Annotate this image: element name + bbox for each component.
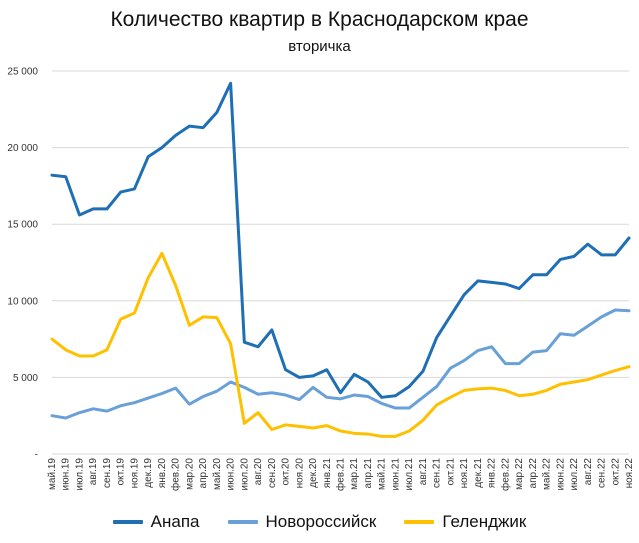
x-tick-label-7: дек.19 xyxy=(143,458,154,488)
x-tick-label-4: сен.19 xyxy=(102,458,113,488)
x-tick-label-25: июн.21 xyxy=(390,458,401,491)
x-tick-label-36: май.22 xyxy=(542,458,553,490)
y-tick-label-2: 10 000 xyxy=(7,296,38,307)
x-tick-label-15: авг.20 xyxy=(253,458,264,486)
x-tick-label-35: апр.22 xyxy=(528,458,539,489)
x-tick-label-41: окт.22 xyxy=(610,458,621,486)
legend-label-novorossiysk: Новороссийск xyxy=(265,512,377,531)
x-tick-label-33: фев.22 xyxy=(499,458,511,491)
x-tick-label-34: мар.22 xyxy=(514,458,525,490)
x-tick-label-20: янв.21 xyxy=(322,458,333,489)
x-tick-label-9: фев.20 xyxy=(170,458,182,491)
legend-swatch-novorossiysk xyxy=(227,520,258,524)
x-tick-label-10: мар.20 xyxy=(184,458,195,490)
x-tick-label-31: дек.21 xyxy=(473,458,484,488)
x-tick-label-21: фев.21 xyxy=(335,458,347,491)
x-tick-label-1: июн.19 xyxy=(61,458,72,491)
x-tick-label-3: авг.19 xyxy=(88,458,99,486)
x-tick-label-2: июл.19 xyxy=(74,458,85,491)
x-tick-label-23: апр.21 xyxy=(363,458,374,489)
y-tick-label-4: 20 000 xyxy=(7,143,38,154)
chart-title: Количество квартир в Краснодарском крае xyxy=(110,8,529,31)
x-tick-label-32: янв.22 xyxy=(487,458,498,489)
x-tick-label-14: июл.20 xyxy=(239,458,250,491)
x-tick-label-30: ноя.21 xyxy=(459,458,470,489)
series-line-1 xyxy=(50,308,631,420)
legend-label-gelendzhik: Геленджик xyxy=(442,512,527,531)
x-tick-label-39: авг.22 xyxy=(583,458,594,486)
series-line-2 xyxy=(50,251,631,438)
x-tick-label-12: май.20 xyxy=(212,458,223,490)
x-tick-label-22: мар.21 xyxy=(349,458,360,490)
chart-legend: Анапа Новороссийск Геленджик xyxy=(0,512,639,532)
y-tick-label-5: 25 000 xyxy=(7,67,38,78)
x-tick-label-37: июн.22 xyxy=(555,458,566,491)
x-tick-label-28: сен.21 xyxy=(432,458,443,488)
x-tick-label-42: ноя.22 xyxy=(624,458,635,489)
x-tick-label-27: авг.21 xyxy=(418,458,429,486)
x-tick-label-24: май.21 xyxy=(377,458,388,490)
x-tick-label-0: май.19 xyxy=(47,458,58,490)
x-tick-label-8: янв.20 xyxy=(157,458,168,489)
x-tick-label-26: июл.21 xyxy=(404,458,415,491)
x-tick-label-16: сен.20 xyxy=(267,458,278,488)
legend-item-gelendzhik: Геленджик xyxy=(404,512,526,532)
x-tick-label-38: июл.22 xyxy=(569,458,580,491)
x-tick-label-11: апр.20 xyxy=(198,458,209,489)
x-tick-label-5: окт.19 xyxy=(116,458,127,486)
x-tick-label-18: ноя.20 xyxy=(294,458,305,489)
series-line-0 xyxy=(50,81,631,399)
y-tick-label-0: - xyxy=(35,450,38,461)
x-tick-label-19: дек.20 xyxy=(308,458,319,488)
chart-subtitle: вторичка xyxy=(288,38,351,55)
legend-swatch-anapa xyxy=(112,520,143,524)
x-tick-label-6: ноя.19 xyxy=(129,458,140,489)
legend-item-novorossiysk: Новороссийск xyxy=(227,512,377,532)
x-tick-label-13: июн.20 xyxy=(226,458,237,491)
y-tick-label-1: 5 000 xyxy=(13,373,38,384)
x-tick-label-40: сен.22 xyxy=(597,458,608,488)
x-tick-label-29: окт.21 xyxy=(445,458,456,486)
y-tick-label-3: 15 000 xyxy=(7,220,38,231)
legend-label-anapa: Анапа xyxy=(150,512,200,531)
x-tick-label-17: окт.20 xyxy=(281,458,292,486)
legend-swatch-gelendzhik xyxy=(404,520,435,524)
legend-item-anapa: Анапа xyxy=(112,512,200,532)
